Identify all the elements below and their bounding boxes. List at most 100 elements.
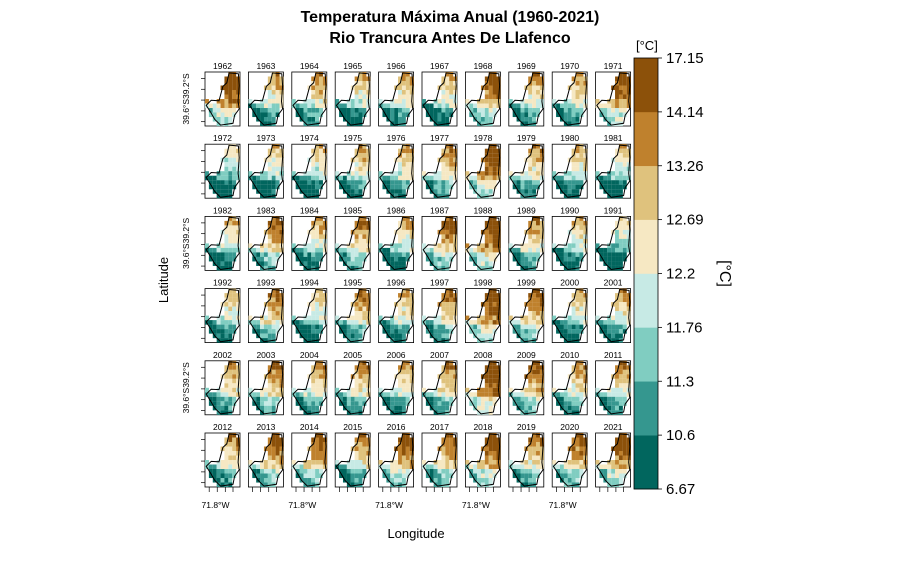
grid-cell — [220, 184, 225, 190]
grid-cell — [315, 148, 320, 154]
grid-cell — [488, 455, 493, 461]
grid-cell — [622, 369, 627, 375]
grid-cell — [256, 473, 261, 479]
grid-cell — [220, 392, 225, 397]
grid-cell — [603, 108, 608, 113]
grid-cell — [512, 247, 517, 253]
grid-cell — [216, 329, 221, 334]
grid-cell — [252, 401, 257, 406]
grid-cell — [322, 103, 327, 109]
grid-cell — [571, 261, 576, 266]
grid-cell — [216, 324, 221, 330]
grid-cell — [579, 293, 584, 298]
grid-cell — [488, 153, 493, 158]
grid-cell — [492, 238, 497, 244]
panel-year-label: 1979 — [517, 133, 536, 143]
grid-cell — [315, 383, 320, 388]
grid-cell — [488, 171, 493, 176]
grid-cell — [401, 243, 406, 248]
grid-cell — [354, 112, 359, 118]
grid-cell — [303, 320, 308, 325]
grid-cell — [575, 225, 580, 230]
grid-cell — [516, 112, 521, 118]
grid-cell — [354, 473, 359, 479]
grid-cell — [212, 103, 217, 109]
grid-cell — [480, 469, 485, 474]
grid-cell — [579, 392, 584, 397]
grid-cell — [263, 387, 268, 393]
grid-cell — [220, 405, 225, 411]
grid-cell — [307, 329, 312, 334]
grid-cell — [567, 121, 572, 127]
grid-cell — [449, 157, 454, 163]
grid-cell — [433, 108, 438, 113]
grid-cell — [425, 464, 430, 470]
grid-cell — [622, 216, 627, 221]
grid-cell — [342, 320, 347, 325]
grid-cell — [449, 247, 454, 253]
grid-cell — [366, 369, 371, 375]
grid-cell — [445, 369, 450, 375]
grid-cell — [271, 72, 276, 77]
grid-cell — [401, 315, 406, 321]
grid-cell — [615, 469, 619, 474]
grid-cell — [405, 171, 410, 176]
basin-outline — [422, 216, 457, 271]
grid-cell — [615, 333, 619, 339]
grid-cell — [536, 401, 540, 406]
grid-cell — [354, 302, 359, 307]
grid-cell — [232, 365, 237, 370]
grid-cell — [228, 329, 233, 334]
grid-cell — [488, 437, 493, 443]
grid-cell — [437, 112, 442, 118]
grid-cell — [311, 306, 316, 312]
grid-cell — [354, 460, 359, 465]
grid-cell — [342, 396, 347, 402]
grid-cell — [394, 117, 399, 122]
grid-cell — [622, 455, 627, 461]
grid-cell — [315, 460, 320, 465]
grid-cell — [295, 469, 300, 474]
grid-cell — [536, 396, 540, 402]
grid-cell — [622, 252, 627, 257]
grid-cell — [508, 171, 513, 176]
grid-cell — [401, 433, 406, 438]
grid-cell — [236, 320, 241, 325]
grid-cell — [220, 243, 225, 248]
grid-cell — [405, 225, 410, 230]
grid-cell — [401, 365, 406, 370]
grid-cell — [311, 117, 316, 122]
grid-cell — [516, 329, 521, 334]
grid-cell — [567, 189, 572, 194]
grid-cell — [449, 234, 454, 239]
grid-cell — [279, 85, 284, 91]
grid-cell — [315, 320, 320, 325]
grid-cell — [618, 378, 623, 384]
grid-cell — [228, 297, 233, 303]
grid-cell — [390, 396, 395, 402]
grid-cell — [208, 473, 213, 479]
basin-outline — [248, 144, 284, 198]
basin-outline — [335, 433, 370, 487]
grid-cell — [492, 315, 497, 321]
grid-cell — [453, 442, 458, 447]
grid-cell — [398, 451, 402, 456]
grid-cell — [394, 460, 399, 465]
grid-cell — [220, 108, 225, 113]
grid-cell — [528, 189, 533, 194]
grid-cell — [528, 108, 533, 113]
grid-cell — [611, 193, 616, 199]
grid-cell — [398, 148, 402, 154]
grid-cell — [358, 405, 363, 411]
grid-cell — [437, 387, 442, 393]
grid-cell — [267, 396, 272, 402]
grid-cell — [271, 387, 276, 393]
grid-cell — [256, 464, 261, 470]
grid-cell — [267, 315, 272, 321]
grid-cell — [311, 234, 316, 239]
grid-cell — [469, 396, 474, 402]
grid-cell — [473, 180, 478, 185]
grid-cell — [563, 112, 568, 118]
grid-cell — [295, 401, 300, 406]
